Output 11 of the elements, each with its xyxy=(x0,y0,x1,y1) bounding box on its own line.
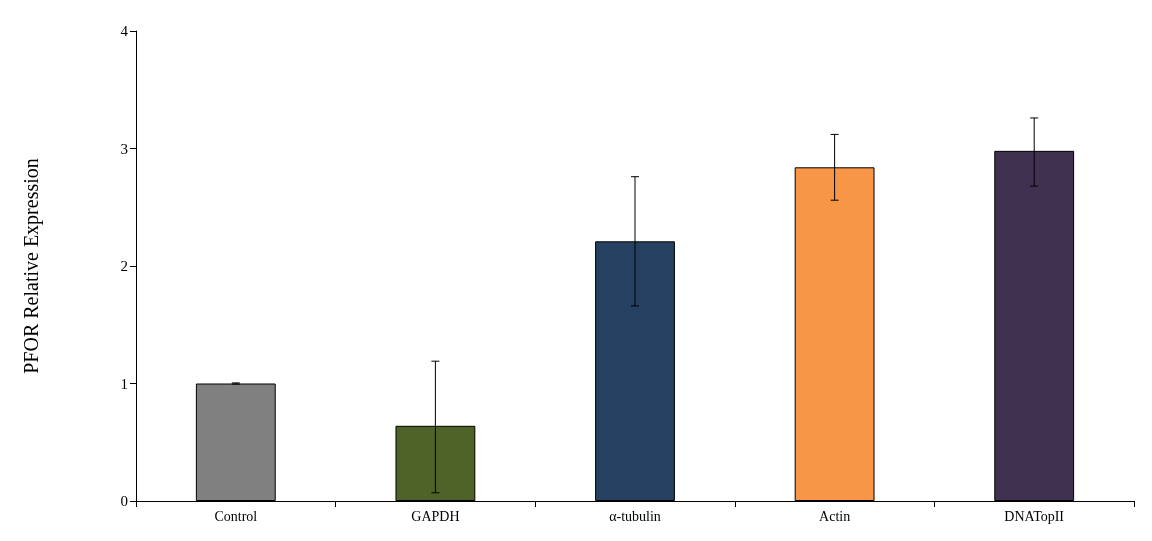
y-tick-label: 3 xyxy=(120,140,128,157)
x-tick-label: DNATopII xyxy=(1004,508,1065,524)
y-tick-label: 2 xyxy=(120,258,128,274)
y-axis-title: PFOR Relative Expression xyxy=(20,158,43,374)
x-tick-label: α-tubulin xyxy=(609,508,661,524)
y-tick-label: 0 xyxy=(120,493,128,509)
x-tick-label: Actin xyxy=(819,508,851,524)
x-tick-label: Control xyxy=(214,508,258,524)
y-tick-label: 4 xyxy=(120,23,129,39)
x-tick-label: GAPDH xyxy=(411,508,460,524)
y-tick-label: 1 xyxy=(120,375,128,392)
